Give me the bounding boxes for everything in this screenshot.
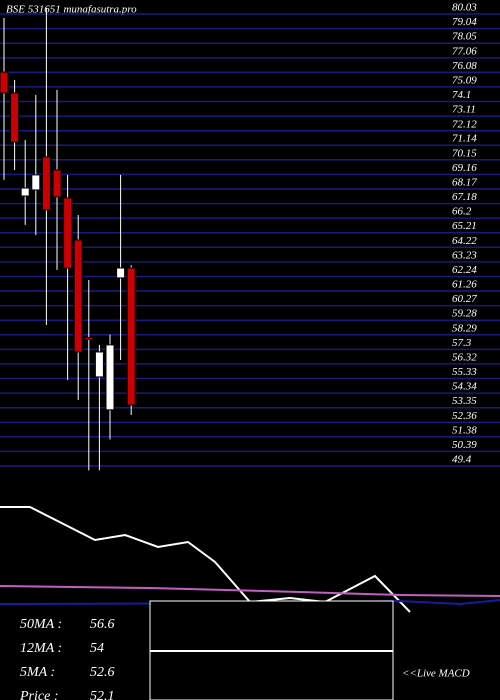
- indicator-value: 52.1: [90, 689, 115, 700]
- y-tick-label: 70.15: [452, 147, 477, 159]
- y-tick-label: 66.2: [452, 206, 472, 218]
- y-tick-label: 50.39: [452, 439, 477, 451]
- y-tick-label: 79.04: [452, 16, 477, 28]
- y-tick-label: 61.26: [452, 279, 477, 291]
- candle-body: [126, 267, 136, 406]
- candle-body: [105, 344, 115, 411]
- y-tick-label: 72.12: [452, 118, 477, 130]
- y-tick-label: 77.06: [452, 45, 477, 57]
- indicator-label: 5MA :: [20, 665, 55, 680]
- indicator-label: Price :: [19, 689, 58, 700]
- price-panel: 80.03 79.04 78.05 77.06 76.08 75.09 74.1 73.11 7…: [0, 2, 500, 471]
- y-tick-label: 67.18: [452, 191, 477, 203]
- candle-body: [116, 267, 126, 279]
- candle-body: [10, 92, 20, 143]
- indicator-value: 52.6: [90, 665, 115, 680]
- y-tick-label: 80.03: [452, 2, 477, 14]
- y-tick-label: 78.05: [452, 31, 477, 43]
- y-tick-label: 63.23: [452, 249, 477, 261]
- candle-body: [31, 174, 41, 191]
- y-tick-label: 58.29: [452, 322, 477, 334]
- y-tick-label: 62.24: [452, 264, 477, 276]
- indicator-label: 50MA :: [20, 617, 62, 632]
- y-tick-label: 60.27: [452, 293, 477, 305]
- y-tick-label: 53.35: [452, 395, 477, 407]
- y-tick-label: 59.28: [452, 308, 477, 320]
- macd-line: [0, 506, 411, 613]
- y-tick-label: 68.17: [452, 177, 477, 189]
- y-tick-label: 69.16: [452, 162, 477, 174]
- y-tick-label: 55.33: [452, 366, 477, 378]
- y-tick-label: 64.22: [452, 235, 477, 247]
- y-tick-label: 56.32: [452, 351, 477, 363]
- candle-body: [63, 197, 73, 269]
- y-tick-label: 65.21: [452, 220, 477, 232]
- candle-body: [84, 337, 94, 341]
- chart-title: BSE 531651 munafasutra.pro: [6, 4, 137, 16]
- indicator-value: 54: [90, 641, 104, 656]
- candle-body: [73, 239, 83, 353]
- y-tick-label: 74.1: [452, 89, 471, 101]
- signal-line: [0, 585, 500, 597]
- candle-body: [41, 156, 51, 211]
- y-tick-label: 52.36: [452, 410, 477, 422]
- indicator-value: 56.6: [90, 617, 115, 632]
- y-tick-label: 75.09: [452, 74, 477, 86]
- y-tick-label: 49.4: [452, 454, 472, 466]
- candle-body: [20, 187, 30, 197]
- candle-body: [52, 169, 62, 198]
- y-tick-label: 76.08: [452, 60, 477, 72]
- y-tick-label: 51.38: [452, 424, 477, 436]
- y-tick-label: 54.34: [452, 381, 477, 393]
- y-tick-label: 57.3: [452, 337, 472, 349]
- y-tick-label: 73.11: [452, 104, 476, 116]
- candle-body: [0, 71, 9, 94]
- y-tick-label: 71.14: [452, 133, 477, 145]
- candle-body: [94, 351, 104, 378]
- indicator-label: 12MA :: [20, 641, 62, 656]
- live-macd-note: <<Live MACD: [402, 668, 470, 680]
